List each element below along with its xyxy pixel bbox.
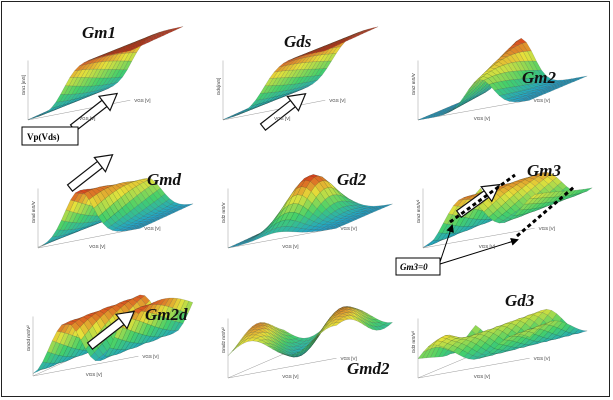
z-axis-label: Gm2 mS/V bbox=[411, 73, 416, 95]
surface-patch bbox=[524, 98, 534, 102]
surface-patch bbox=[529, 193, 540, 199]
panel-title-gd3: Gd3 bbox=[505, 291, 535, 310]
panel-title-gd2: Gd2 bbox=[337, 170, 367, 189]
surface-plot-gm2 bbox=[417, 38, 588, 121]
surface-plot-gds bbox=[222, 26, 379, 121]
x-axis-label: VGS [V] bbox=[479, 244, 495, 249]
surface-plot-gm2d bbox=[32, 294, 193, 377]
surface-patch bbox=[524, 331, 534, 338]
y-axis-label: VGS [V] bbox=[341, 226, 357, 231]
surface-patch bbox=[316, 327, 326, 337]
y-axis-label: VGS [V] bbox=[534, 356, 550, 361]
gm3-zero-line-1 bbox=[449, 173, 516, 224]
y-axis-label: VGS [V] bbox=[539, 226, 555, 231]
gm3-zero-pointer-2 bbox=[439, 237, 519, 265]
y-axis-label: VGS [V] bbox=[534, 98, 550, 103]
x-axis-label: VGS [V] bbox=[274, 116, 290, 121]
z-axis-label: Gm1 [mS] bbox=[21, 75, 26, 95]
y-axis-label: VGS [V] bbox=[144, 226, 160, 231]
x-axis-label: VGS [V] bbox=[89, 244, 105, 249]
surface-patch bbox=[232, 341, 242, 352]
x-axis-label: VGS [V] bbox=[474, 116, 490, 121]
gm3-zero-pointer-1 bbox=[439, 224, 454, 263]
x-axis-label: VGS [V] bbox=[79, 116, 95, 121]
y-axis-label: VGS [V] bbox=[134, 98, 150, 103]
z-axis-label: Gd2 mS/V bbox=[221, 203, 226, 224]
gm3-zero-callout: Gm3=0 bbox=[395, 257, 441, 276]
surface-patch bbox=[174, 26, 184, 30]
surface-plot-gmd2 bbox=[227, 306, 393, 379]
vp-arrow-gds bbox=[259, 93, 307, 131]
surface-patch bbox=[42, 240, 52, 246]
panel-title-gm2: Gm2 bbox=[522, 68, 557, 87]
axis-lines bbox=[227, 318, 337, 379]
x-axis-label: VGS [V] bbox=[474, 374, 490, 379]
z-axis-label: Gds[mS] bbox=[216, 78, 221, 96]
surface-patch bbox=[320, 48, 330, 52]
x-axis-label: VGS [V] bbox=[282, 244, 298, 249]
z-axis-label: Gmd mS/V bbox=[31, 201, 36, 223]
gm3-zero-callout-label: Gm3=0 bbox=[400, 262, 428, 272]
surface-plot-gm1 bbox=[27, 26, 184, 121]
panel-title-gm2d: Gm2d bbox=[145, 305, 188, 324]
panel-title-gm3: Gm3 bbox=[527, 161, 562, 180]
vp-callout-label: Vp(Vds) bbox=[27, 132, 60, 142]
surface-patch bbox=[135, 226, 145, 230]
gm3-zero-line-2 bbox=[516, 185, 575, 238]
x-axis-label: VGS [V] bbox=[86, 372, 102, 377]
vp-arrow-gm2d bbox=[86, 310, 136, 350]
surface-plot-gmd bbox=[37, 178, 194, 249]
panel-title-gmd2: Gmd2 bbox=[347, 359, 390, 378]
surface-patch bbox=[125, 48, 135, 52]
y-axis-label: VGS [V] bbox=[329, 98, 345, 103]
y-axis-label: VGS [V] bbox=[142, 354, 158, 359]
panel-title-gds: Gds bbox=[284, 32, 312, 51]
panel-title-gm1: Gm1 bbox=[82, 23, 116, 42]
surface-patch bbox=[331, 226, 341, 230]
z-axis-label: Gm3 mS/V² bbox=[416, 199, 421, 223]
z-axis-label: Gd3 mS/V² bbox=[411, 331, 416, 354]
panel-title-gmd: Gmd bbox=[147, 170, 182, 189]
surface-patch bbox=[331, 322, 341, 327]
x-axis-label: VGS [V] bbox=[282, 374, 298, 379]
surface-plot-gd3 bbox=[417, 309, 588, 379]
z-axis-label: Gm2d mS/V² bbox=[26, 325, 31, 352]
z-axis-label: Gmd2 mS/V² bbox=[221, 327, 226, 354]
y-axis-label: VGS [V] bbox=[341, 356, 357, 361]
vp-callout: Vp(Vds) bbox=[21, 126, 79, 146]
surface-patch bbox=[133, 308, 143, 314]
vp-arrow-gmd bbox=[66, 154, 114, 192]
surface-plot-gd2 bbox=[227, 174, 393, 249]
